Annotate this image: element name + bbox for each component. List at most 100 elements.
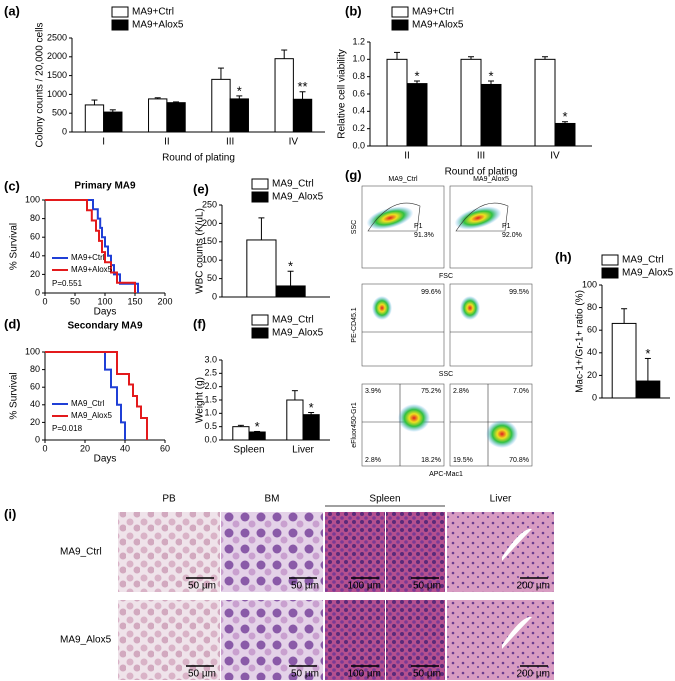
y-tick-label: 20 <box>30 269 40 279</box>
y-tick-label: 1000 <box>47 89 67 99</box>
legend-swatch <box>601 254 619 266</box>
y-tick-label: 1.0 <box>204 408 217 418</box>
significance: * <box>255 419 260 434</box>
bar <box>406 83 428 147</box>
legend-swatch <box>251 327 269 339</box>
error-bar <box>394 51 401 60</box>
gate-label: 99.6% <box>421 289 441 296</box>
x-tick-label: Spleen <box>233 445 264 456</box>
legend-label: MA9+Alox5 <box>71 265 113 274</box>
x-tick-label: III <box>226 137 234 148</box>
panel-label: (f) <box>193 316 206 331</box>
y-tick-label: 0 <box>35 287 40 297</box>
x-tick-label: Liver <box>292 445 314 456</box>
quadrant-label: 7.0% <box>513 388 529 395</box>
bar <box>274 58 294 133</box>
x-tick-label: 200 <box>157 296 172 306</box>
error-bar <box>237 424 244 427</box>
legend-swatch <box>251 191 269 203</box>
flow-density <box>460 296 480 320</box>
bar <box>554 122 576 147</box>
row-label: MA9_Ctrl <box>60 547 102 558</box>
gate-label: 92.0% <box>502 232 522 239</box>
legend-label: MA9_Alox5 <box>622 268 674 279</box>
x-tick-label: III <box>477 151 485 162</box>
bar <box>480 83 502 147</box>
bar <box>534 58 556 147</box>
legend-label: MA9_Alox5 <box>272 192 324 203</box>
flow-density <box>454 206 502 230</box>
bar <box>148 98 168 133</box>
legend-label: MA9_Ctrl <box>622 255 664 266</box>
error-bar <box>291 390 298 400</box>
scale-bar-label: 50 µm <box>291 669 319 680</box>
quadrant-label: 75.2% <box>421 388 441 395</box>
significance: * <box>645 346 650 361</box>
chart-title: Primary MA9 <box>74 181 136 192</box>
bar <box>232 426 250 441</box>
y-tick-label: 150 <box>202 236 217 246</box>
y-axis-label: Colony counts / 20,000 cells <box>35 22 46 147</box>
y-axis-label: Mac-1+/Gr-1+ ratio (%) <box>575 290 586 393</box>
y-tick-label: 0 <box>35 434 40 444</box>
y-tick-label: 40 <box>587 347 597 357</box>
scale-bar-label: 100 µm <box>347 581 381 592</box>
x-axis-label: Round of plating <box>162 153 235 164</box>
bar <box>292 98 313 133</box>
y-tick-label: 20 <box>587 370 597 380</box>
bar <box>166 102 186 133</box>
legend-swatch <box>111 19 129 31</box>
panel-label: (g) <box>345 167 362 182</box>
gate-label: P1 <box>502 223 511 230</box>
y-tick-label: 0.5 <box>204 421 217 431</box>
x-tick-label: 20 <box>80 443 90 453</box>
significance: * <box>414 68 419 83</box>
y-tick-label: 40 <box>30 399 40 409</box>
scale-bar-label: 50 µm <box>291 581 319 592</box>
y-tick-label: 100 <box>25 346 40 356</box>
bar <box>211 78 231 133</box>
y-tick-label: 2.0 <box>204 381 217 391</box>
significance: * <box>288 259 293 274</box>
x-tick-label: 60 <box>160 443 170 453</box>
legend-label: MA9_Ctrl <box>272 179 314 190</box>
y-tick-label: 1500 <box>47 70 67 80</box>
panel-label: (d) <box>4 316 21 331</box>
significance: * <box>562 109 567 124</box>
bar <box>275 285 306 298</box>
legend-label: MA9_Alox5 <box>71 411 112 420</box>
bar <box>286 399 304 441</box>
flow-x-label: SSC <box>439 371 453 378</box>
x-tick-label: 100 <box>97 296 112 306</box>
bar <box>103 111 123 133</box>
bar <box>386 58 408 147</box>
y-tick-label: 80 <box>587 302 597 312</box>
flow-plot <box>449 283 533 367</box>
bar <box>229 98 249 133</box>
x-tick-label: II <box>164 137 170 148</box>
y-tick-label: 0 <box>212 291 217 301</box>
y-tick-label: 0 <box>62 126 67 136</box>
panel-label: (a) <box>4 3 20 18</box>
y-axis-label: WBC counts (K/uL) <box>195 208 206 294</box>
column-title: MA9_Ctrl <box>388 176 418 183</box>
y-tick-label: 200 <box>202 218 217 228</box>
legend-label: MA9_Alox5 <box>272 328 324 339</box>
legend-label: MA9+Alox5 <box>412 20 464 31</box>
survival-line <box>45 351 148 440</box>
survival-line <box>45 351 126 440</box>
error-bar <box>173 101 180 103</box>
error-bar <box>91 99 98 105</box>
scale-bar-label: 200 µm <box>516 581 550 592</box>
quadrant-label: 2.8% <box>453 388 469 395</box>
chart-title: Secondary MA9 <box>67 321 142 332</box>
quadrant-label: 18.2% <box>421 457 441 464</box>
y-tick-label: 60 <box>30 232 40 242</box>
y-tick-label: 0.0 <box>352 140 365 150</box>
x-axis-label: Days <box>94 454 117 465</box>
flow-y-label: eFluor450-Gr1 <box>351 402 358 448</box>
legend-swatch <box>111 6 129 18</box>
significance: * <box>309 400 314 415</box>
error-bar <box>621 308 628 324</box>
